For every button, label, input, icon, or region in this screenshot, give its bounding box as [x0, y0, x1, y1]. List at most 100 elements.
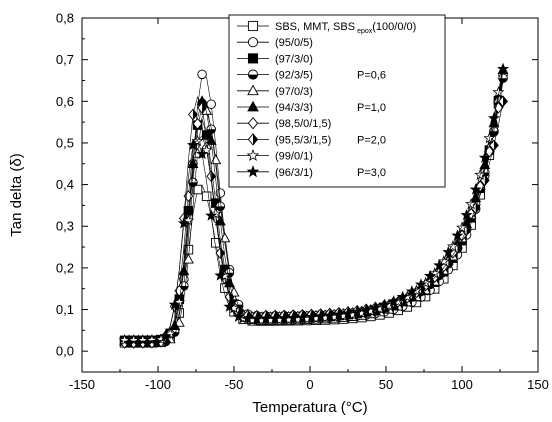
legend-marker — [247, 69, 259, 80]
data-point — [196, 147, 209, 160]
data-point — [414, 278, 427, 290]
x-tick-label: -50 — [225, 377, 244, 392]
data-point — [141, 336, 154, 348]
data-point — [433, 259, 446, 271]
data-point — [188, 108, 198, 121]
legend-annotation: P=1,0 — [357, 102, 386, 114]
x-tick-label: 150 — [527, 377, 549, 392]
data-point — [387, 295, 400, 307]
data-point — [498, 73, 508, 83]
data-point — [192, 117, 203, 130]
data-point — [323, 309, 336, 321]
x-tick-label: 0 — [306, 377, 313, 392]
data-point — [278, 311, 291, 324]
legend-box — [228, 14, 446, 188]
data-point — [446, 240, 459, 252]
data-point — [396, 290, 409, 303]
data-point — [205, 134, 217, 145]
data-point — [351, 305, 364, 318]
legend-marker — [247, 53, 259, 64]
legend-item: (99/0/1) — [237, 148, 313, 163]
legend-marker — [247, 100, 259, 112]
data-point — [287, 311, 300, 324]
y-tick-label: 0,1 — [56, 302, 74, 317]
legend-item: (97/0/3) — [237, 84, 313, 98]
data-point — [296, 311, 309, 323]
y-tick-label: 0,8 — [56, 11, 74, 26]
legend-annotation: P=2,0 — [357, 134, 386, 146]
legend-annotation: P=3,0 — [357, 167, 386, 179]
legend-item: (94/3/3) — [237, 100, 313, 114]
axes-layer: -150 -100 -50 0 50 100 150 0,0 0,1 0,2 0,3 0,4 0,5 0,… — [8, 11, 549, 417]
data-point — [215, 201, 226, 212]
legend-label: (95,5/3/1,5) — [275, 134, 331, 146]
legend-label: (99/0/1) — [275, 151, 313, 163]
legend-item: (95,5/3/1,5) — [237, 133, 331, 146]
legend-label: SBS, MMT, SBS epox(100/0/0) — [275, 21, 416, 35]
series-layer — [118, 62, 510, 349]
data-point — [223, 300, 236, 312]
y-axis-label: Tan delta (δ) — [8, 153, 25, 236]
data-point — [424, 269, 437, 282]
legend-item: (96/3/1) — [237, 165, 313, 179]
y-tick-label: 0,3 — [56, 219, 74, 234]
legend-label: (94/3/3) — [275, 102, 313, 114]
x-tick-label: -150 — [69, 377, 95, 392]
data-point — [428, 267, 441, 279]
data-point — [314, 310, 327, 322]
legend-marker — [247, 133, 259, 146]
data-point — [210, 154, 222, 165]
x-tick-label: 100 — [451, 377, 473, 392]
data-point — [305, 310, 318, 323]
data-point — [378, 298, 391, 311]
data-point — [186, 138, 199, 151]
data-point — [197, 101, 207, 114]
data-point — [182, 253, 194, 264]
data-point — [206, 99, 216, 110]
data-point — [269, 312, 282, 324]
y-tick-label: 0,2 — [56, 260, 74, 275]
data-point — [173, 296, 186, 308]
data-point — [201, 191, 212, 202]
y-tick-label: 0,4 — [56, 177, 74, 192]
data-point — [360, 303, 373, 316]
data-point — [214, 269, 227, 281]
data-point — [159, 329, 172, 342]
data-point — [488, 117, 500, 128]
legend-item: (98,5/0/1,5) — [237, 116, 331, 130]
legend-marker — [247, 20, 259, 32]
legend-item: SBS, MMT, SBS epox(100/0/0) — [237, 20, 416, 35]
legend-marker — [247, 116, 259, 130]
legend-label: (95/0/5) — [275, 37, 313, 49]
legend-label: (98,5/0/1,5) — [275, 118, 331, 130]
legend: SBS, MMT, SBS epox(100/0/0) (95/0/5) (97/3/… — [228, 14, 446, 188]
data-point — [192, 184, 203, 195]
data-point — [232, 310, 245, 322]
x-axis-label: Temperatura (°C) — [252, 399, 367, 416]
data-point — [197, 69, 207, 80]
y-tick-label: 0,6 — [56, 94, 74, 109]
x-tick-label: 50 — [379, 377, 393, 392]
data-point — [259, 312, 272, 324]
data-point — [219, 232, 231, 243]
series-9 — [123, 62, 510, 348]
data-point — [369, 301, 382, 313]
legend-item: (92/3/5) — [237, 69, 313, 82]
y-tick-label: 0,5 — [56, 135, 74, 150]
data-point — [442, 245, 455, 258]
y-tick-label: 0,0 — [56, 344, 74, 359]
data-point — [487, 111, 500, 124]
data-point — [332, 308, 345, 320]
legend-marker — [246, 165, 260, 178]
legend-marker — [246, 148, 260, 162]
data-point — [205, 209, 218, 221]
legend-label: (96/3/1) — [275, 167, 313, 179]
legend-label: (92/3/5) — [275, 70, 313, 82]
legend-annotation: P=0,6 — [357, 70, 386, 82]
data-point — [455, 221, 469, 233]
data-point — [182, 214, 195, 226]
legend-marker — [247, 37, 259, 48]
data-point — [460, 208, 473, 221]
